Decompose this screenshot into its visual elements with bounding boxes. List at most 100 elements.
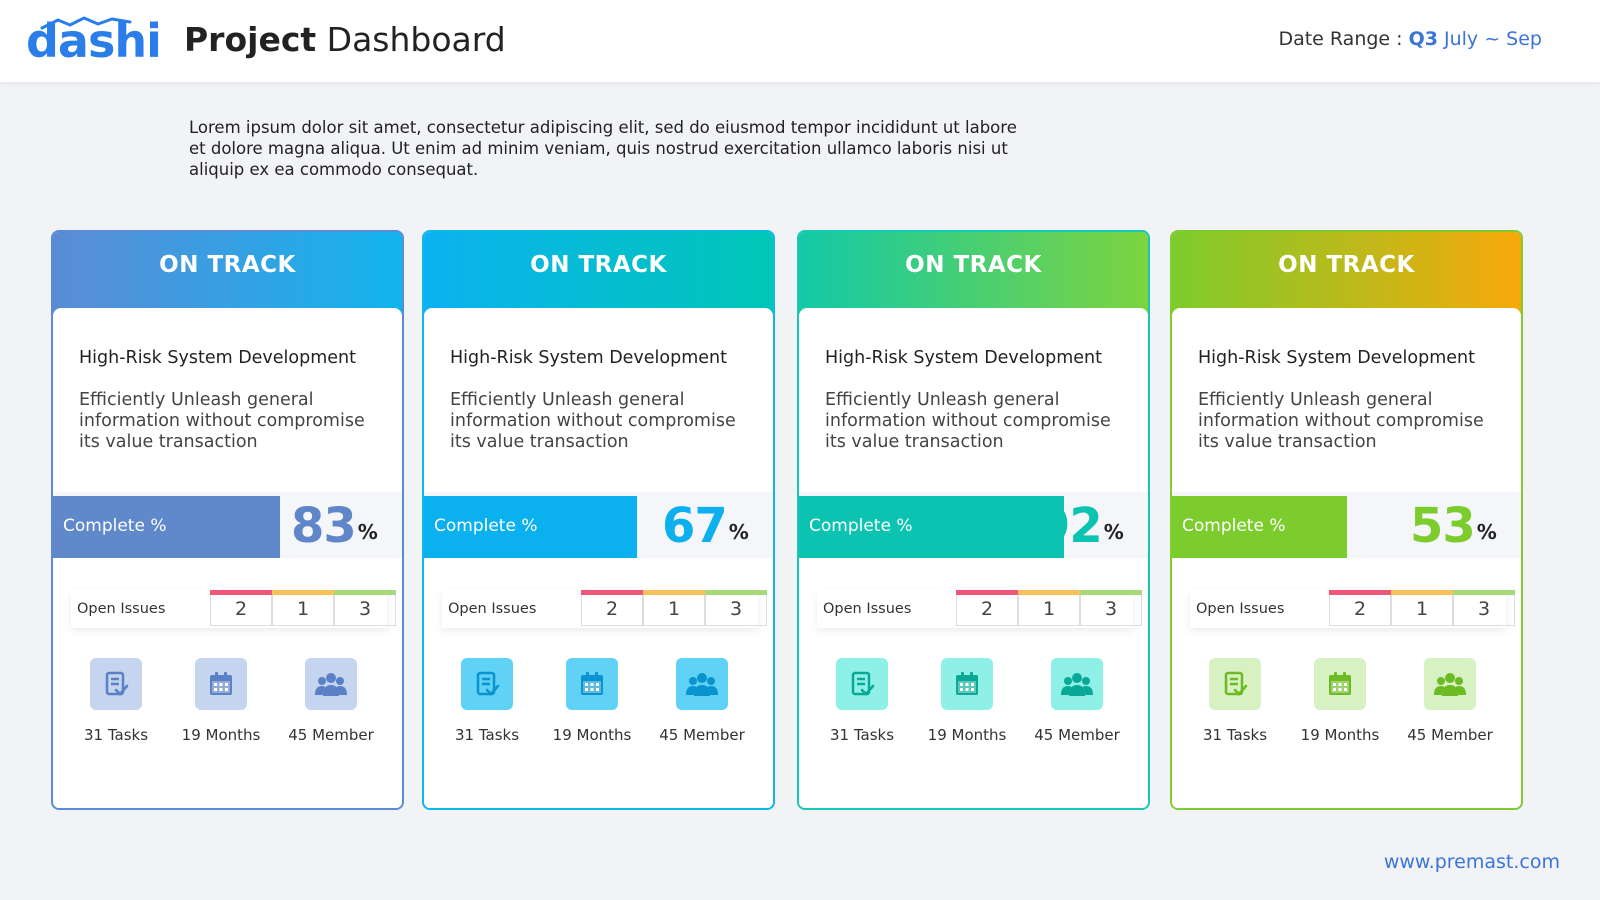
progress-fill — [1172, 496, 1347, 558]
stat-item[interactable]: 19 Months — [537, 658, 647, 744]
progress-value: 67% — [662, 498, 749, 554]
project-card[interactable]: ON TRACK High-Risk System Development Ef… — [51, 230, 404, 810]
stat-item[interactable]: 45 Member — [1395, 658, 1505, 744]
members-icon — [676, 658, 728, 710]
issue-count-value: 1 — [1042, 598, 1056, 620]
page-title-bold: Project — [184, 20, 317, 59]
issue-count-value: 2 — [605, 598, 619, 620]
issue-count[interactable]: 1 — [1391, 590, 1453, 626]
logo: dashi — [26, 14, 162, 68]
progress-number: 83 — [291, 498, 357, 554]
issue-severity-bar — [272, 590, 334, 595]
issue-count-value: 2 — [980, 598, 994, 620]
issue-count[interactable]: 3 — [705, 590, 767, 626]
issue-count-value: 2 — [1353, 598, 1367, 620]
issue-severity-bar — [1080, 590, 1142, 595]
card-status-label: ON TRACK — [530, 252, 667, 278]
stat-item[interactable]: 45 Member — [1022, 658, 1132, 744]
members-icon — [305, 658, 357, 710]
stat-item[interactable]: 31 Tasks — [61, 658, 171, 744]
percent-sign: % — [1476, 520, 1497, 544]
issue-count[interactable]: 2 — [1329, 590, 1391, 626]
complete-progress: Complete % 53% — [1172, 492, 1521, 558]
issue-count[interactable]: 2 — [581, 590, 643, 626]
task-icon — [90, 658, 142, 710]
card-status-label: ON TRACK — [159, 252, 296, 278]
card-description: Efficiently Unleash general information … — [79, 390, 365, 452]
progress-label: Complete % — [1182, 516, 1286, 536]
stat-item[interactable]: 45 Member — [276, 658, 386, 744]
issue-count-value: 2 — [234, 598, 248, 620]
issue-count-value: 1 — [667, 598, 681, 620]
open-issues-label: Open Issues — [448, 601, 537, 617]
issue-count-value: 3 — [358, 598, 372, 620]
stat-item[interactable]: 31 Tasks — [807, 658, 917, 744]
issue-count[interactable]: 3 — [1080, 590, 1142, 626]
open-issues-label: Open Issues — [823, 601, 912, 617]
card-description: Efficiently Unleash general information … — [825, 390, 1111, 452]
date-range-months: July ~ Sep — [1437, 28, 1542, 50]
stat-item[interactable]: 31 Tasks — [1180, 658, 1290, 744]
issue-count[interactable]: 1 — [1018, 590, 1080, 626]
stat-label: 45 Member — [659, 726, 745, 744]
card-status-header: ON TRACK — [799, 232, 1148, 314]
progress-label: Complete % — [809, 516, 913, 536]
open-issues: Open Issues 2 1 3 — [817, 590, 1142, 628]
calendar-icon — [941, 658, 993, 710]
stat-label: 31 Tasks — [829, 726, 895, 744]
open-issues-label: Open Issues — [77, 601, 166, 617]
card-status-header: ON TRACK — [53, 232, 402, 314]
members-icon — [1424, 658, 1476, 710]
progress-value: 83% — [291, 498, 378, 554]
date-range[interactable]: Date Range : Q3 July ~ Sep — [1278, 26, 1542, 52]
stat-label: 31 Tasks — [83, 726, 149, 744]
issue-count[interactable]: 2 — [956, 590, 1018, 626]
issue-count[interactable]: 2 — [210, 590, 272, 626]
stat-label: 19 Months — [1300, 726, 1380, 744]
card-description: Efficiently Unleash general information … — [1198, 390, 1484, 452]
issue-count[interactable]: 1 — [643, 590, 705, 626]
stat-item[interactable]: 19 Months — [912, 658, 1022, 744]
stat-label: 45 Member — [1407, 726, 1493, 744]
project-card[interactable]: ON TRACK High-Risk System Development Ef… — [422, 230, 775, 810]
issue-count[interactable]: 3 — [334, 590, 396, 626]
progress-number: 92 — [1037, 498, 1103, 554]
stat-label: 45 Member — [1034, 726, 1120, 744]
card-title: High-Risk System Development — [450, 348, 728, 368]
progress-fill — [799, 496, 1064, 558]
issue-severity-bar — [705, 590, 767, 595]
top-bar: dashi Project Dashboard Date Range : Q3 … — [0, 0, 1600, 82]
complete-progress: Complete % 83% — [53, 492, 402, 558]
footer-link[interactable]: www.premast.com — [1383, 851, 1560, 873]
task-icon — [1209, 658, 1261, 710]
issue-count[interactable]: 3 — [1453, 590, 1515, 626]
progress-value: 92% — [1037, 498, 1124, 554]
card-stats: 31 Tasks 19 Months 45 Member — [1172, 658, 1521, 748]
stat-item[interactable]: 45 Member — [647, 658, 757, 744]
progress-label: Complete % — [63, 516, 167, 536]
card-body: High-Risk System Development Efficiently… — [53, 308, 402, 808]
stat-item[interactable]: 31 Tasks — [432, 658, 542, 744]
calendar-icon — [1314, 658, 1366, 710]
project-card[interactable]: ON TRACK High-Risk System Development Ef… — [1170, 230, 1523, 810]
card-title: High-Risk System Development — [79, 348, 357, 368]
card-status-header: ON TRACK — [424, 232, 773, 314]
issue-severity-bar — [1018, 590, 1080, 595]
card-status-label: ON TRACK — [905, 252, 1042, 278]
logo-swoosh-icon — [40, 16, 132, 30]
issue-severity-bar — [956, 590, 1018, 595]
card-title: High-Risk System Development — [1198, 348, 1476, 368]
stat-item[interactable]: 19 Months — [166, 658, 276, 744]
progress-label: Complete % — [434, 516, 538, 536]
page-title: Project Dashboard — [184, 20, 506, 60]
card-stats: 31 Tasks 19 Months 45 Member — [424, 658, 773, 748]
card-stats: 31 Tasks 19 Months 45 Member — [53, 658, 402, 748]
date-range-label: Date Range : — [1278, 28, 1409, 50]
issue-count[interactable]: 1 — [272, 590, 334, 626]
project-card[interactable]: ON TRACK High-Risk System Development Ef… — [797, 230, 1150, 810]
stat-label: 45 Member — [288, 726, 374, 744]
stat-item[interactable]: 19 Months — [1285, 658, 1395, 744]
task-icon — [461, 658, 513, 710]
calendar-icon — [566, 658, 618, 710]
open-issues: Open Issues 2 1 3 — [442, 590, 767, 628]
